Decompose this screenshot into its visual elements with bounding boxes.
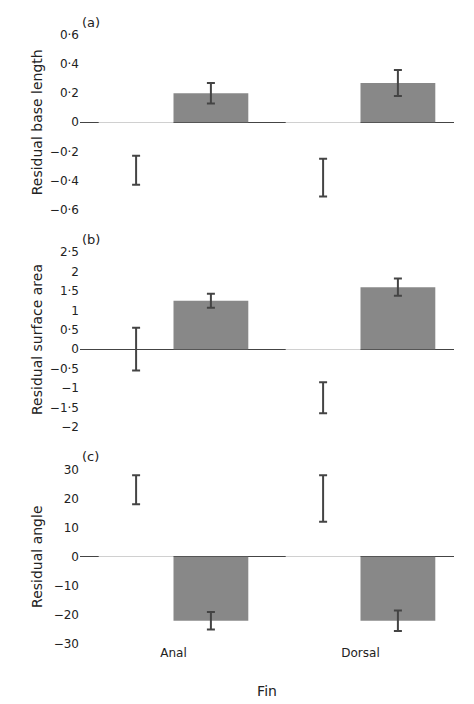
svg-text:−0·6: −0·6 bbox=[50, 203, 79, 217]
svg-text:−20: −20 bbox=[54, 608, 79, 622]
svg-text:0: 0 bbox=[71, 550, 79, 564]
svg-text:0: 0 bbox=[71, 342, 79, 356]
svg-text:0·6: 0·6 bbox=[60, 28, 79, 42]
svg-text:Residual base length: Residual base length bbox=[29, 49, 45, 195]
svg-text:0: 0 bbox=[71, 115, 79, 129]
svg-text:Anal: Anal bbox=[160, 646, 187, 660]
svg-text:20: 20 bbox=[64, 492, 79, 506]
svg-text:10: 10 bbox=[64, 521, 79, 535]
svg-text:−2: −2 bbox=[61, 420, 79, 434]
svg-text:30: 30 bbox=[64, 463, 79, 477]
svg-text:2·5: 2·5 bbox=[60, 245, 79, 259]
svg-text:Residual angle: Residual angle bbox=[29, 505, 45, 607]
svg-text:(b): (b) bbox=[82, 232, 100, 247]
svg-text:−1: −1 bbox=[61, 381, 79, 395]
svg-text:−10: −10 bbox=[54, 579, 79, 593]
svg-text:Residual surface area: Residual surface area bbox=[29, 264, 45, 415]
svg-text:Dorsal: Dorsal bbox=[341, 646, 379, 660]
svg-text:1·5: 1·5 bbox=[60, 284, 79, 298]
svg-text:−30: −30 bbox=[54, 637, 79, 651]
svg-text:Fin: Fin bbox=[257, 683, 277, 699]
svg-text:(a): (a) bbox=[82, 15, 100, 30]
svg-text:0·2: 0·2 bbox=[60, 86, 79, 100]
svg-text:0·4: 0·4 bbox=[60, 57, 79, 71]
svg-text:−0·5: −0·5 bbox=[50, 362, 79, 376]
svg-text:2: 2 bbox=[71, 265, 79, 279]
svg-text:1: 1 bbox=[71, 304, 79, 318]
svg-text:−1·5: −1·5 bbox=[50, 401, 79, 415]
svg-text:0·5: 0·5 bbox=[60, 323, 79, 337]
svg-text:(c): (c) bbox=[82, 449, 99, 464]
svg-text:−0·4: −0·4 bbox=[50, 174, 79, 188]
svg-text:−0·2: −0·2 bbox=[50, 145, 79, 159]
